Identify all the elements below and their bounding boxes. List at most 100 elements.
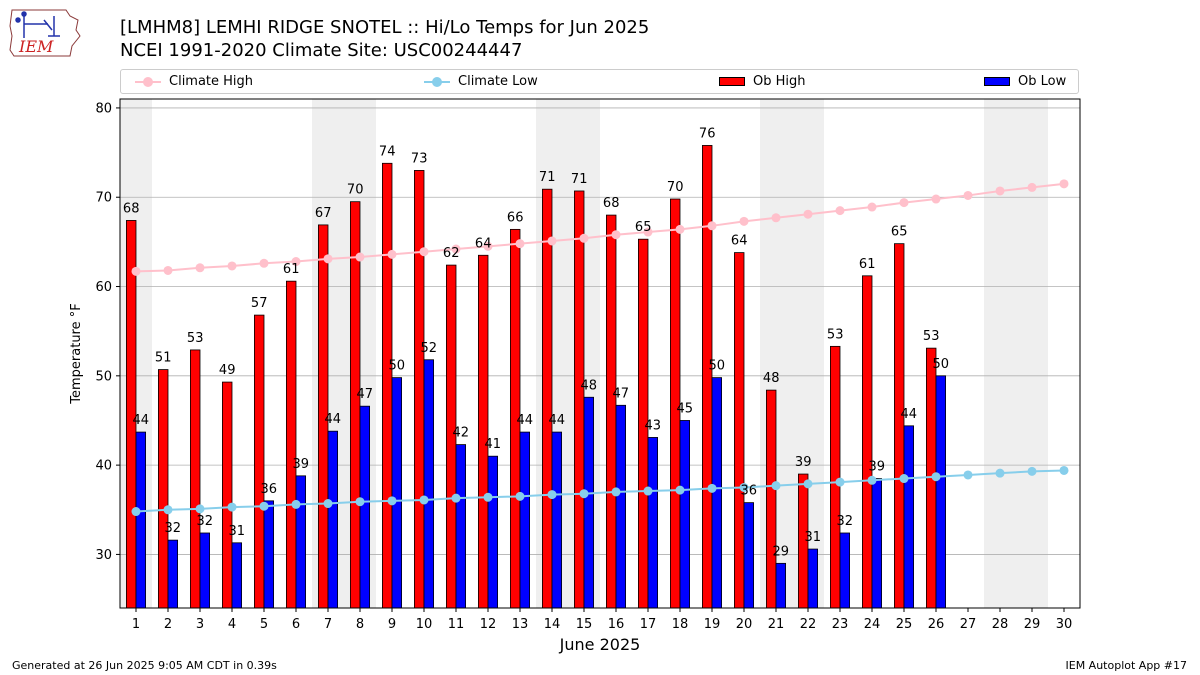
ob-low-label: 36	[741, 484, 758, 499]
ob-low-bar	[679, 420, 691, 609]
climate-low-point	[163, 505, 173, 515]
x-tick-label: 17	[640, 617, 657, 632]
x-axis-label: June 2025	[559, 635, 641, 654]
legend-item-climate-low: Climate Low	[424, 74, 538, 90]
ob-low-label: 48	[581, 378, 598, 393]
ob-high-bar	[253, 314, 265, 609]
ob-low-label: 39	[293, 457, 310, 472]
x-tick-label: 12	[480, 617, 497, 632]
ob-low-label: 44	[549, 413, 566, 428]
climate-low-point	[1059, 465, 1069, 475]
ob-low-bar	[231, 542, 243, 609]
ob-low-bar	[551, 431, 563, 609]
logo-text: IEM	[18, 37, 54, 56]
ob-low-bar	[903, 425, 915, 609]
ob-low-bar	[807, 548, 819, 609]
x-tick-label: 14	[544, 617, 561, 632]
legend-item-ob-high: Ob High	[719, 74, 806, 90]
ob-high-bar	[702, 145, 713, 609]
climate-low-point	[323, 499, 333, 509]
climate-high-point	[547, 236, 557, 246]
y-tick-label: 70	[95, 191, 112, 206]
ob-low-bar	[839, 532, 851, 609]
ob-low-bar	[519, 431, 531, 609]
x-tick-label: 28	[992, 617, 1009, 632]
ob-low-bar	[583, 396, 595, 609]
ob-low-label: 29	[773, 544, 790, 559]
app-credit: IEM Autoplot App #17	[1065, 659, 1188, 672]
ob-low-label: 32	[837, 514, 854, 529]
x-tick-label: 11	[448, 617, 465, 632]
ob-low-label: 45	[677, 401, 694, 416]
ob-high-bar	[830, 345, 841, 609]
climate-high-point	[995, 186, 1005, 196]
ob-low-label: 44	[325, 412, 342, 427]
ob-high-label: 48	[763, 371, 780, 386]
ob-high-label: 61	[859, 257, 876, 272]
y-axis-label: Temperature °F	[69, 303, 84, 404]
legend-label: Ob Low	[1018, 74, 1067, 89]
iowa-outline	[9, 9, 81, 57]
climate-high-point	[675, 224, 685, 234]
x-tick-label: 4	[228, 617, 236, 632]
climate-high-point	[931, 194, 941, 204]
x-tick-label: 19	[704, 617, 721, 632]
climate-high-point	[259, 258, 269, 268]
x-tick-label: 2	[164, 617, 172, 632]
climate-low-point	[931, 472, 941, 482]
ob-low-label: 42	[453, 426, 470, 441]
x-tick-label: 10	[416, 617, 433, 632]
ob-low-bar	[871, 478, 883, 609]
y-tick-label: 50	[95, 369, 112, 384]
ob-high-label: 76	[699, 126, 716, 141]
climate-low-point	[771, 481, 781, 491]
ob-high-label: 67	[315, 206, 332, 221]
y-tick-label: 80	[95, 101, 112, 116]
ob-low-bar	[647, 437, 659, 609]
climate-high-point	[1027, 182, 1037, 192]
ob-low-label: 50	[389, 359, 406, 374]
x-tick-label: 5	[260, 617, 268, 632]
ob-low-bar	[359, 405, 371, 609]
climate-high-line	[135, 182, 1065, 273]
x-tick-label: 13	[512, 617, 529, 632]
ob-low-label: 36	[261, 482, 278, 497]
climate-high-point	[355, 252, 365, 262]
ob-low-label: 31	[229, 524, 246, 539]
ob-high-bar	[477, 254, 489, 609]
x-tick-label: 27	[960, 617, 977, 632]
ob-low-label: 47	[357, 387, 374, 402]
climate-low-point	[643, 486, 653, 496]
ob-low-label: 43	[645, 418, 662, 433]
ob-high-bar	[606, 214, 617, 609]
x-tick-label: 23	[832, 617, 849, 632]
ob-high-label: 39	[795, 455, 812, 470]
ob-low-bar	[199, 532, 211, 609]
climate-high-point	[643, 227, 653, 237]
x-tick-label: 26	[928, 617, 945, 632]
x-tick-label: 7	[324, 617, 332, 632]
x-tick-label: 16	[608, 617, 625, 632]
climate-high-point	[291, 257, 301, 267]
ob-low-label: 32	[165, 521, 182, 536]
climate-low-point	[867, 475, 877, 485]
climate-low-point	[355, 497, 365, 507]
legend: Climate High Climate Low Ob High Ob Low	[120, 69, 1079, 94]
ob-high-bar	[157, 369, 169, 609]
ob-high-bar	[349, 201, 361, 609]
ob-low-bar	[167, 539, 179, 609]
climate-high-point	[323, 254, 333, 264]
x-tick-label: 25	[896, 617, 913, 632]
climate-low-point	[963, 470, 973, 480]
ob-high-label: 66	[507, 210, 524, 225]
x-tick-label: 8	[356, 617, 364, 632]
climate-low-point	[515, 491, 525, 501]
climate-high-point	[803, 209, 813, 219]
x-tick-label: 24	[864, 617, 881, 632]
ob-low-label: 52	[421, 341, 438, 356]
ob-low-label: 31	[805, 530, 822, 545]
ob-high-bar	[542, 188, 553, 609]
iem-logo: IEM	[9, 9, 81, 57]
ob-low-label: 44	[133, 413, 150, 428]
climate-low-point	[419, 495, 429, 505]
